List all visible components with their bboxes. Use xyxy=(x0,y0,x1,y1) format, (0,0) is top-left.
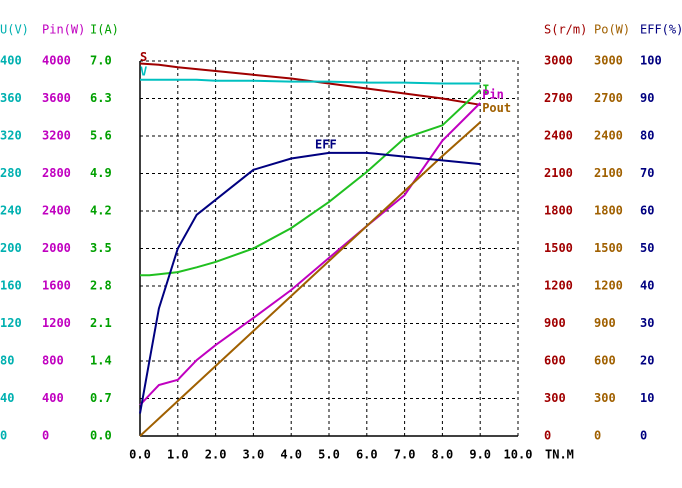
y-tick-label: 0 xyxy=(594,429,601,443)
y-tick-label: 40 xyxy=(0,391,14,405)
series-line xyxy=(140,78,481,85)
y-tick-label: 1500 xyxy=(594,241,623,255)
y-tick-label: 300 xyxy=(544,391,566,405)
y-tick-label: 2400 xyxy=(544,129,573,143)
y-tick-label: 1200 xyxy=(42,316,71,330)
y-tick-label: 3000 xyxy=(594,54,623,68)
y-tick-label: 50 xyxy=(640,241,654,255)
y-tick-label: 70 xyxy=(640,166,654,180)
y-tick-label: 2000 xyxy=(42,241,71,255)
y-tick-label: 0.7 xyxy=(90,391,112,405)
x-tick-label: 0.0 xyxy=(129,448,151,462)
y-tick-label: 240 xyxy=(0,204,22,218)
y-tick-label: 1800 xyxy=(544,204,573,218)
x-tick-label: 5.0 xyxy=(318,448,340,462)
y-tick-label: 100 xyxy=(640,54,662,68)
y-tick-label: 20 xyxy=(640,354,654,368)
x-tick-label: 1.0 xyxy=(167,448,189,462)
y-tick-label: 280 xyxy=(0,166,22,180)
y-tick-label: 300 xyxy=(594,391,616,405)
y-axis-title: Po(W) xyxy=(594,23,630,37)
y-axis-title: U(V) xyxy=(0,23,29,37)
y-tick-label: 10 xyxy=(640,391,654,405)
series-line xyxy=(140,89,481,277)
y-tick-label: 1500 xyxy=(544,241,573,255)
series-line xyxy=(139,121,481,437)
y-tick-label: 360 xyxy=(0,91,22,105)
y-tick-label: 0 xyxy=(42,429,49,443)
y-tick-label: 2.8 xyxy=(90,279,112,293)
x-tick-label: 3.0 xyxy=(243,448,265,462)
y-tick-label: 40 xyxy=(640,279,654,293)
x-tick-label: 9.0 xyxy=(469,448,491,462)
y-tick-label: 600 xyxy=(594,354,616,368)
y-tick-label: 800 xyxy=(42,354,64,368)
y-tick-label: 400 xyxy=(0,54,22,68)
y-tick-label: 1.4 xyxy=(90,354,112,368)
series-label: I xyxy=(482,82,489,96)
x-tick-label: 4.0 xyxy=(280,448,302,462)
x-tick-label: 7.0 xyxy=(394,448,416,462)
y-tick-label: 90 xyxy=(640,91,654,105)
y-tick-label: 600 xyxy=(544,354,566,368)
y-tick-label: 200 xyxy=(0,241,22,255)
series-label: S xyxy=(140,50,147,64)
y-axis-title: S(r/m) xyxy=(544,23,587,37)
y-tick-label: 120 xyxy=(0,316,22,330)
y-tick-label: 3600 xyxy=(42,91,71,105)
y-tick-label: 3200 xyxy=(42,129,71,143)
y-tick-label: 2100 xyxy=(544,166,573,180)
x-tick-label: 8.0 xyxy=(432,448,454,462)
y-tick-label: 1800 xyxy=(594,204,623,218)
y-tick-label: 2100 xyxy=(594,166,623,180)
y-tick-label: 0 xyxy=(0,429,7,443)
series-line xyxy=(139,102,481,406)
series-label: Pin xyxy=(482,88,504,102)
y-tick-label: 2400 xyxy=(42,204,71,218)
y-tick-label: 1200 xyxy=(594,279,623,293)
y-tick-label: 80 xyxy=(0,354,14,368)
y-tick-label: 80 xyxy=(640,129,654,143)
y-axis-title: EFF(%) xyxy=(640,23,682,37)
x-tick-label: 2.0 xyxy=(205,448,227,462)
y-axis-title: I(A) xyxy=(90,23,119,37)
y-tick-label: 1200 xyxy=(544,279,573,293)
y-tick-label: 4.2 xyxy=(90,204,112,218)
y-tick-label: 4.9 xyxy=(90,166,112,180)
y-tick-label: 1600 xyxy=(42,279,71,293)
series-line xyxy=(139,151,481,414)
y-tick-label: 6.3 xyxy=(90,91,112,105)
y-tick-label: 2700 xyxy=(544,91,573,105)
y-tick-label: 900 xyxy=(544,316,566,330)
y-tick-label: 320 xyxy=(0,129,22,143)
series-label: Pout xyxy=(482,101,511,115)
y-tick-label: 0.0 xyxy=(90,429,112,443)
y-tick-label: 4000 xyxy=(42,54,71,68)
series-label: EFF xyxy=(315,137,337,151)
y-axis-title: Pin(W) xyxy=(42,23,85,37)
y-tick-label: 7.0 xyxy=(90,54,112,68)
y-tick-label: 0 xyxy=(640,429,647,443)
y-tick-label: 3000 xyxy=(544,54,573,68)
y-tick-label: 2800 xyxy=(42,166,71,180)
x-tick-label: 6.0 xyxy=(356,448,378,462)
y-tick-label: 5.6 xyxy=(90,129,112,143)
y-tick-label: 0 xyxy=(544,429,551,443)
y-tick-label: 2400 xyxy=(594,129,623,143)
y-tick-label: 30 xyxy=(640,316,654,330)
x-axis-title: TN.M xyxy=(545,448,574,462)
y-tick-label: 400 xyxy=(42,391,64,405)
y-tick-label: 2700 xyxy=(594,91,623,105)
series-line xyxy=(139,62,481,106)
y-tick-label: 160 xyxy=(0,279,22,293)
y-tick-label: 60 xyxy=(640,204,654,218)
y-tick-label: 3.5 xyxy=(90,241,112,255)
series-label: V xyxy=(140,64,147,78)
y-tick-label: 2.1 xyxy=(90,316,112,330)
y-tick-label: 900 xyxy=(594,316,616,330)
x-tick-label: 10.0 xyxy=(504,448,533,462)
